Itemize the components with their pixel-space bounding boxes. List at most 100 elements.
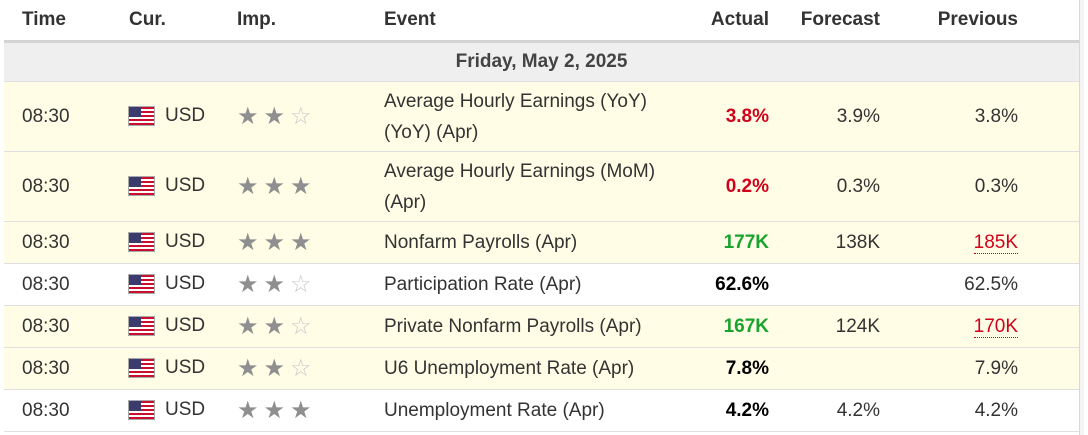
flag-canton <box>129 401 141 412</box>
col-header-time[interactable]: Time <box>4 0 129 43</box>
forecast-value <box>769 263 880 306</box>
star-filled-icon: ★ <box>237 270 259 298</box>
previous-value: 4.2% <box>974 399 1018 421</box>
event-row[interactable]: 08:30 USD ★ ★ ★ Average Hourly Earnings (MoM)… <box>4 151 1079 222</box>
currency-code: USD <box>165 357 206 379</box>
us-flag-icon <box>129 317 154 336</box>
us-flag-icon <box>129 177 154 196</box>
event-name[interactable]: Private Nonfarm Payrolls (Apr) <box>384 305 689 348</box>
star-empty-icon: ☆ <box>290 270 312 298</box>
event-name-line1[interactable]: Nonfarm Payrolls (Apr) <box>384 232 578 253</box>
event-name[interactable]: Unemployment Rate (Apr) <box>384 389 689 432</box>
forecast-value: 124K <box>769 305 880 348</box>
star-filled-icon: ★ <box>263 102 286 130</box>
star-filled-icon: ★ <box>263 396 286 424</box>
event-time: 08:30 <box>4 151 129 222</box>
event-time: 08:30 <box>4 221 129 264</box>
actual-value: 167K <box>689 305 769 348</box>
importance-rating: ★ ★ ★ <box>237 221 384 264</box>
actual-value: 3.8% <box>689 81 769 152</box>
event-row[interactable]: 08:30 USD ★ ★ ☆ Participation Rate (Apr) 62.6%… <box>4 263 1079 306</box>
event-time: 08:30 <box>4 263 129 306</box>
row-spacer <box>1018 305 1079 348</box>
col-header-forecast[interactable]: Forecast <box>769 0 880 43</box>
us-flag-icon <box>129 107 154 126</box>
previous-revised-value[interactable]: 185K <box>973 231 1018 254</box>
actual-value: 4.2% <box>689 389 769 432</box>
importance-rating: ★ ★ ★ <box>237 151 384 222</box>
event-name[interactable]: U6 Unemployment Rate (Apr) <box>384 347 689 390</box>
event-row[interactable]: 08:30 USD ★ ★ ★ Nonfarm Payrolls (Apr) 177K 138… <box>4 221 1079 264</box>
row-spacer <box>1018 151 1079 222</box>
event-name[interactable]: Average Hourly Earnings (MoM) (Apr) <box>384 151 689 222</box>
previous-value-cell: 170K <box>880 305 1018 348</box>
us-flag-icon <box>129 359 154 378</box>
col-header-event[interactable]: Event <box>384 0 689 43</box>
forecast-value: 3.9% <box>769 81 880 152</box>
actual-value: 0.2% <box>689 151 769 222</box>
event-name-line1[interactable]: Average Hourly Earnings (MoM) <box>384 160 656 182</box>
event-name[interactable]: Participation Rate (Apr) <box>384 263 689 306</box>
event-row[interactable]: 08:30 USD ★ ★ ☆ U6 Unemployment Rate (Apr) 7.8… <box>4 347 1079 390</box>
actual-value: 177K <box>689 221 769 264</box>
actual-value: 7.8% <box>689 347 769 390</box>
previous-value-cell: 0.3% <box>880 151 1018 222</box>
col-header-previous[interactable]: Previous <box>880 0 1018 43</box>
star-filled-icon: ★ <box>290 172 312 200</box>
event-name-line1[interactable]: Average Hourly Earnings (YoY) <box>384 90 647 112</box>
col-header-spacer <box>1018 0 1079 43</box>
event-name-line2[interactable]: (Apr) <box>384 191 427 213</box>
col-header-importance[interactable]: Imp. <box>237 0 384 43</box>
col-header-currency[interactable]: Cur. <box>129 0 237 43</box>
previous-value-cell: 3.8% <box>880 81 1018 152</box>
event-currency-cell: USD <box>129 221 237 264</box>
event-name[interactable]: Average Hourly Earnings (YoY) (YoY) (Apr) <box>384 81 689 152</box>
importance-rating: ★ ★ ☆ <box>237 263 384 306</box>
star-filled-icon: ★ <box>263 270 286 298</box>
col-header-actual[interactable]: Actual <box>689 0 769 43</box>
flag-canton <box>129 275 141 286</box>
currency-code: USD <box>165 175 206 197</box>
event-time: 08:30 <box>4 305 129 348</box>
star-filled-icon: ★ <box>263 228 286 256</box>
currency-code: USD <box>165 273 206 295</box>
previous-value-cell: 62.5% <box>880 263 1018 306</box>
star-filled-icon: ★ <box>237 396 259 424</box>
star-empty-icon: ☆ <box>290 354 312 382</box>
star-filled-icon: ★ <box>237 354 259 382</box>
importance-rating: ★ ★ ★ <box>237 389 384 432</box>
flag-canton <box>129 107 141 118</box>
previous-revised-value[interactable]: 170K <box>973 315 1018 338</box>
event-row[interactable]: 08:30 USD ★ ★ ☆ Private Nonfarm Payrolls (Apr… <box>4 305 1079 348</box>
star-filled-icon: ★ <box>237 312 259 340</box>
event-row[interactable]: 08:30 USD ★ ★ ☆ Average Hourly Earnings (YoY)… <box>4 81 1079 152</box>
event-name-line1[interactable]: Private Nonfarm Payrolls (Apr) <box>384 316 642 337</box>
event-time: 08:30 <box>4 389 129 432</box>
event-name-line1[interactable]: Participation Rate (Apr) <box>384 274 582 295</box>
event-name-line1[interactable]: U6 Unemployment Rate (Apr) <box>384 358 635 379</box>
row-spacer <box>1018 221 1079 264</box>
currency-code: USD <box>165 105 206 127</box>
day-header-row: Friday, May 2, 2025 <box>4 41 1079 82</box>
flag-canton <box>129 359 141 370</box>
row-spacer <box>1018 263 1079 306</box>
event-name-line2[interactable]: (YoY) (Apr) <box>384 121 479 143</box>
star-filled-icon: ★ <box>263 354 286 382</box>
star-filled-icon: ★ <box>237 102 259 130</box>
event-row[interactable]: 08:30 USD ★ ★ ★ Unemployment Rate (Apr) 4.2% 4.… <box>4 389 1079 432</box>
event-name-line1[interactable]: Unemployment Rate (Apr) <box>384 400 605 421</box>
star-filled-icon: ★ <box>290 228 312 256</box>
star-filled-icon: ★ <box>237 228 259 256</box>
star-filled-icon: ★ <box>290 396 312 424</box>
flag-canton <box>129 233 141 244</box>
scrollbar[interactable] <box>1079 0 1084 435</box>
event-name[interactable]: Nonfarm Payrolls (Apr) <box>384 221 689 264</box>
previous-value-cell: 7.9% <box>880 347 1018 390</box>
event-currency-cell: USD <box>129 81 237 152</box>
forecast-value: 0.3% <box>769 151 880 222</box>
star-filled-icon: ★ <box>263 312 286 340</box>
row-spacer <box>1018 81 1079 152</box>
event-currency-cell: USD <box>129 347 237 390</box>
actual-value: 62.6% <box>689 263 769 306</box>
event-currency-cell: USD <box>129 263 237 306</box>
